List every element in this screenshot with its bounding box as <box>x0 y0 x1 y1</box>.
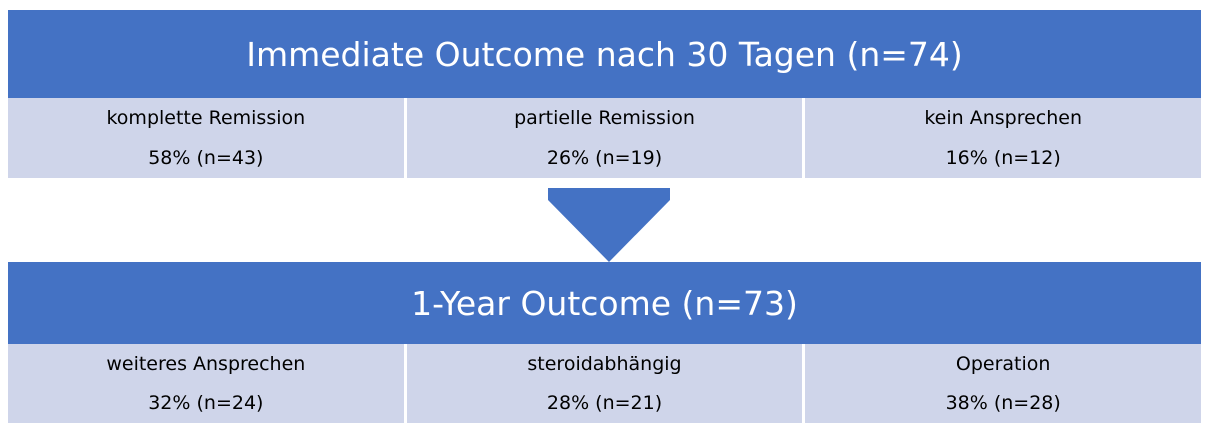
cell-label: kein Ansprechen <box>924 107 1083 129</box>
cell-label: partielle Remission <box>514 107 695 129</box>
cell-row: weiteres Ansprechen 32% (n=24) steroidabh… <box>8 344 1202 423</box>
cell-value: 28% (n=21) <box>546 392 663 415</box>
cell-label: steroidabhängig <box>527 352 682 375</box>
cell-value: 32% (n=24) <box>148 392 264 415</box>
cell: komplette Remission 58% (n=43) <box>8 98 404 178</box>
cell-label: weiteres Ansprechen <box>106 352 306 375</box>
section-title: Immediate Outcome nach 30 Tagen (n=74) <box>8 10 1201 98</box>
cell: weiteres Ansprechen 32% (n=24) <box>8 344 404 423</box>
down-arrow <box>548 188 670 262</box>
cell: Operation 38% (n=28) <box>805 344 1202 423</box>
cell-label: komplette Remission <box>106 107 306 129</box>
cell: partielle Remission 26% (n=19) <box>406 98 803 178</box>
section-title: 1-Year Outcome (n=73) <box>8 262 1201 344</box>
cell-row: komplette Remission 58% (n=43) partielle … <box>8 98 1202 178</box>
cell-value: 26% (n=19) <box>546 147 663 169</box>
cell: kein Ansprechen 16% (n=12) <box>805 98 1202 178</box>
section: Immediate Outcome nach 30 Tagen (n=74) k… <box>8 10 1202 178</box>
cell-value: 58% (n=43) <box>148 147 264 169</box>
section: 1-Year Outcome (n=73) weiteres Anspreche… <box>8 262 1202 423</box>
cell-label: Operation <box>955 352 1051 375</box>
cell: steroidabhängig 28% (n=21) <box>406 344 803 423</box>
cell-value: 38% (n=28) <box>945 392 1061 415</box>
cell-value: 16% (n=12) <box>945 147 1061 169</box>
